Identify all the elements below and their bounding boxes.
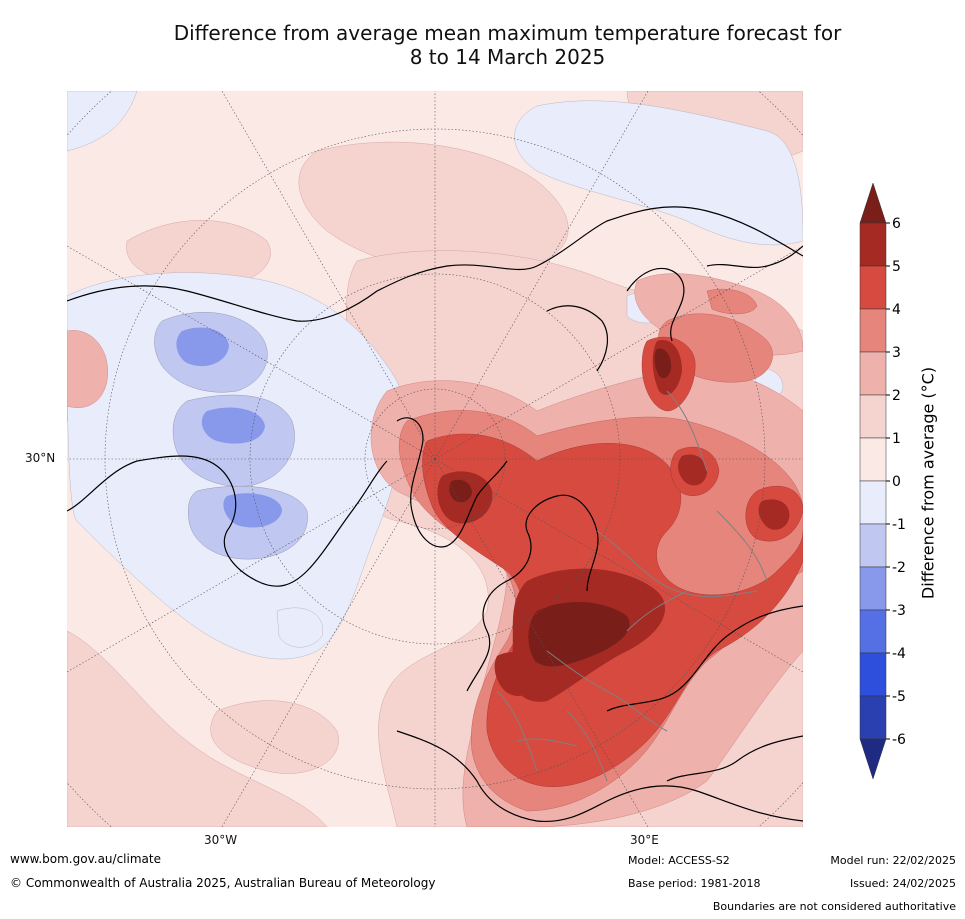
colorbar-tick-label: -2 [892, 560, 906, 576]
lon-label-30w: 30°W [204, 833, 238, 847]
colorbar-arrow-top [859, 182, 887, 224]
colorbar-tick-label: -6 [892, 732, 906, 748]
model-text: Model: ACCESS-S2 [628, 854, 730, 867]
colorbar-swatch [859, 652, 887, 697]
colorbar-swatch [859, 222, 887, 267]
graticule [67, 91, 803, 827]
colorbar-tick-label: -5 [892, 689, 906, 705]
colorbar-tick-label: 2 [892, 388, 901, 404]
title-line-2: 8 to 14 March 2025 [409, 45, 606, 69]
colorbar-svg: 6 5 4 3 2 1 0 -1 -2 -3 -4 -5 -6 [859, 182, 906, 780]
chart-title: Difference from average mean maximum tem… [60, 21, 955, 69]
website-link[interactable]: www.bom.gov.au/climate [10, 852, 161, 866]
colorbar-swatch [859, 566, 887, 611]
colorbar-tick-label: -3 [892, 603, 906, 619]
lon-label-30e: 30°E [630, 833, 659, 847]
colorbar: 6 5 4 3 2 1 0 -1 -2 -3 -4 -5 -6 [858, 182, 950, 783]
colorbar-tick-label: 0 [892, 474, 901, 490]
country-borders [496, 390, 768, 782]
title-line-1: Difference from average mean maximum tem… [173, 21, 842, 45]
disclaimer-text: Boundaries are not considered authoritat… [712, 900, 956, 913]
colorbar-swatch [859, 480, 887, 525]
lat-label-30n: 30°N [25, 451, 56, 465]
forecast-map [67, 91, 803, 827]
base-period-text: Base period: 1981-2018 [628, 877, 761, 890]
colorbar-swatch [859, 265, 887, 310]
colorbar-tick-label: -4 [892, 646, 906, 662]
colorbar-tick-label: 3 [892, 345, 901, 361]
copyright-text: © Commonwealth of Australia 2025, Austra… [10, 876, 436, 890]
colorbar-tick-label: 1 [892, 431, 901, 447]
colorbar-swatch [859, 523, 887, 568]
colorbar-arrow-bottom [859, 738, 887, 780]
colorbar-swatch [859, 308, 887, 353]
model-run-text: Model run: 22/02/2025 [830, 854, 956, 867]
anomaly-above-6-areas [449, 348, 672, 667]
colorbar-tick-label: 5 [892, 259, 901, 275]
colorbar-tick-label: -1 [892, 517, 906, 533]
colorbar-swatch [859, 609, 887, 654]
anomaly-minus2-to-minus3-areas [176, 327, 282, 528]
colorbar-swatch [859, 394, 887, 439]
colorbar-tick-label: 6 [892, 216, 901, 232]
colorbar-swatch [859, 437, 887, 482]
colorbar-swatch [859, 351, 887, 396]
issued-text: Issued: 24/02/2025 [849, 877, 956, 890]
colorbar-swatch [859, 695, 887, 740]
map-canvas [67, 91, 803, 827]
colorbar-tick-label: 4 [892, 302, 901, 318]
colorbar-title: Difference from average (°C) [918, 366, 938, 600]
